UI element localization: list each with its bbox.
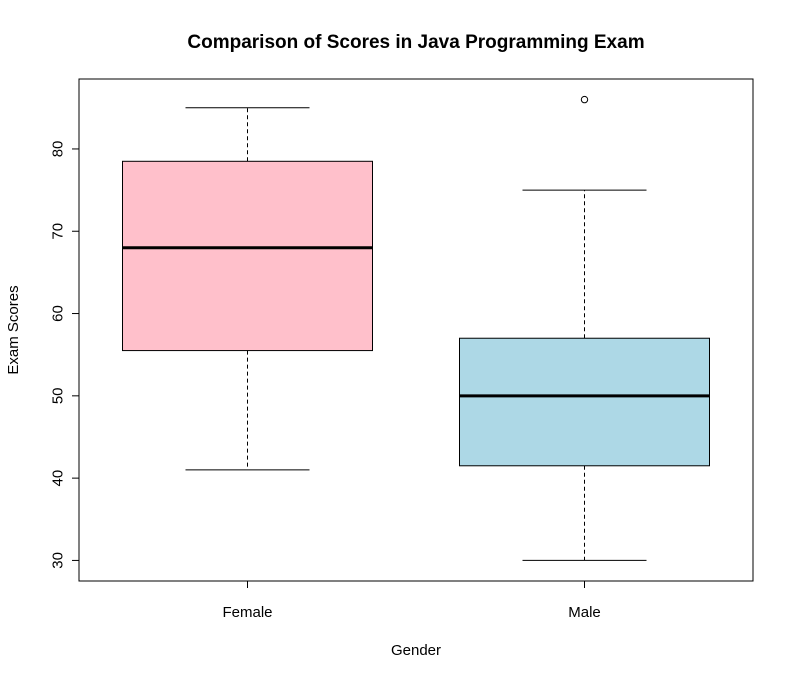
boxes-layer xyxy=(122,95,710,561)
box-male xyxy=(459,337,710,467)
y-axis-title: Exam Scores xyxy=(5,285,22,374)
y-tick-label-60: 60 xyxy=(49,305,66,322)
outlier-point-male-0 xyxy=(580,95,589,104)
y-axis: 30 40 50 60 70 80 xyxy=(49,141,80,569)
y-tick-label-80: 80 xyxy=(49,141,66,158)
x-axis: Female Male xyxy=(222,581,601,621)
y-tick-label-30: 30 xyxy=(49,552,66,569)
box-group-female xyxy=(122,107,373,471)
box-female xyxy=(122,160,373,352)
chart-title: Comparison of Scores in Java Programming… xyxy=(187,32,644,53)
x-axis-title: Gender xyxy=(391,642,441,659)
y-tick-label-40: 40 xyxy=(49,470,66,487)
x-tick-label-male: Male xyxy=(568,604,601,621)
y-tick-label-70: 70 xyxy=(49,223,66,240)
box-group-male xyxy=(459,95,710,561)
x-tick-label-female: Female xyxy=(222,604,272,621)
y-tick-label-50: 50 xyxy=(49,387,66,404)
